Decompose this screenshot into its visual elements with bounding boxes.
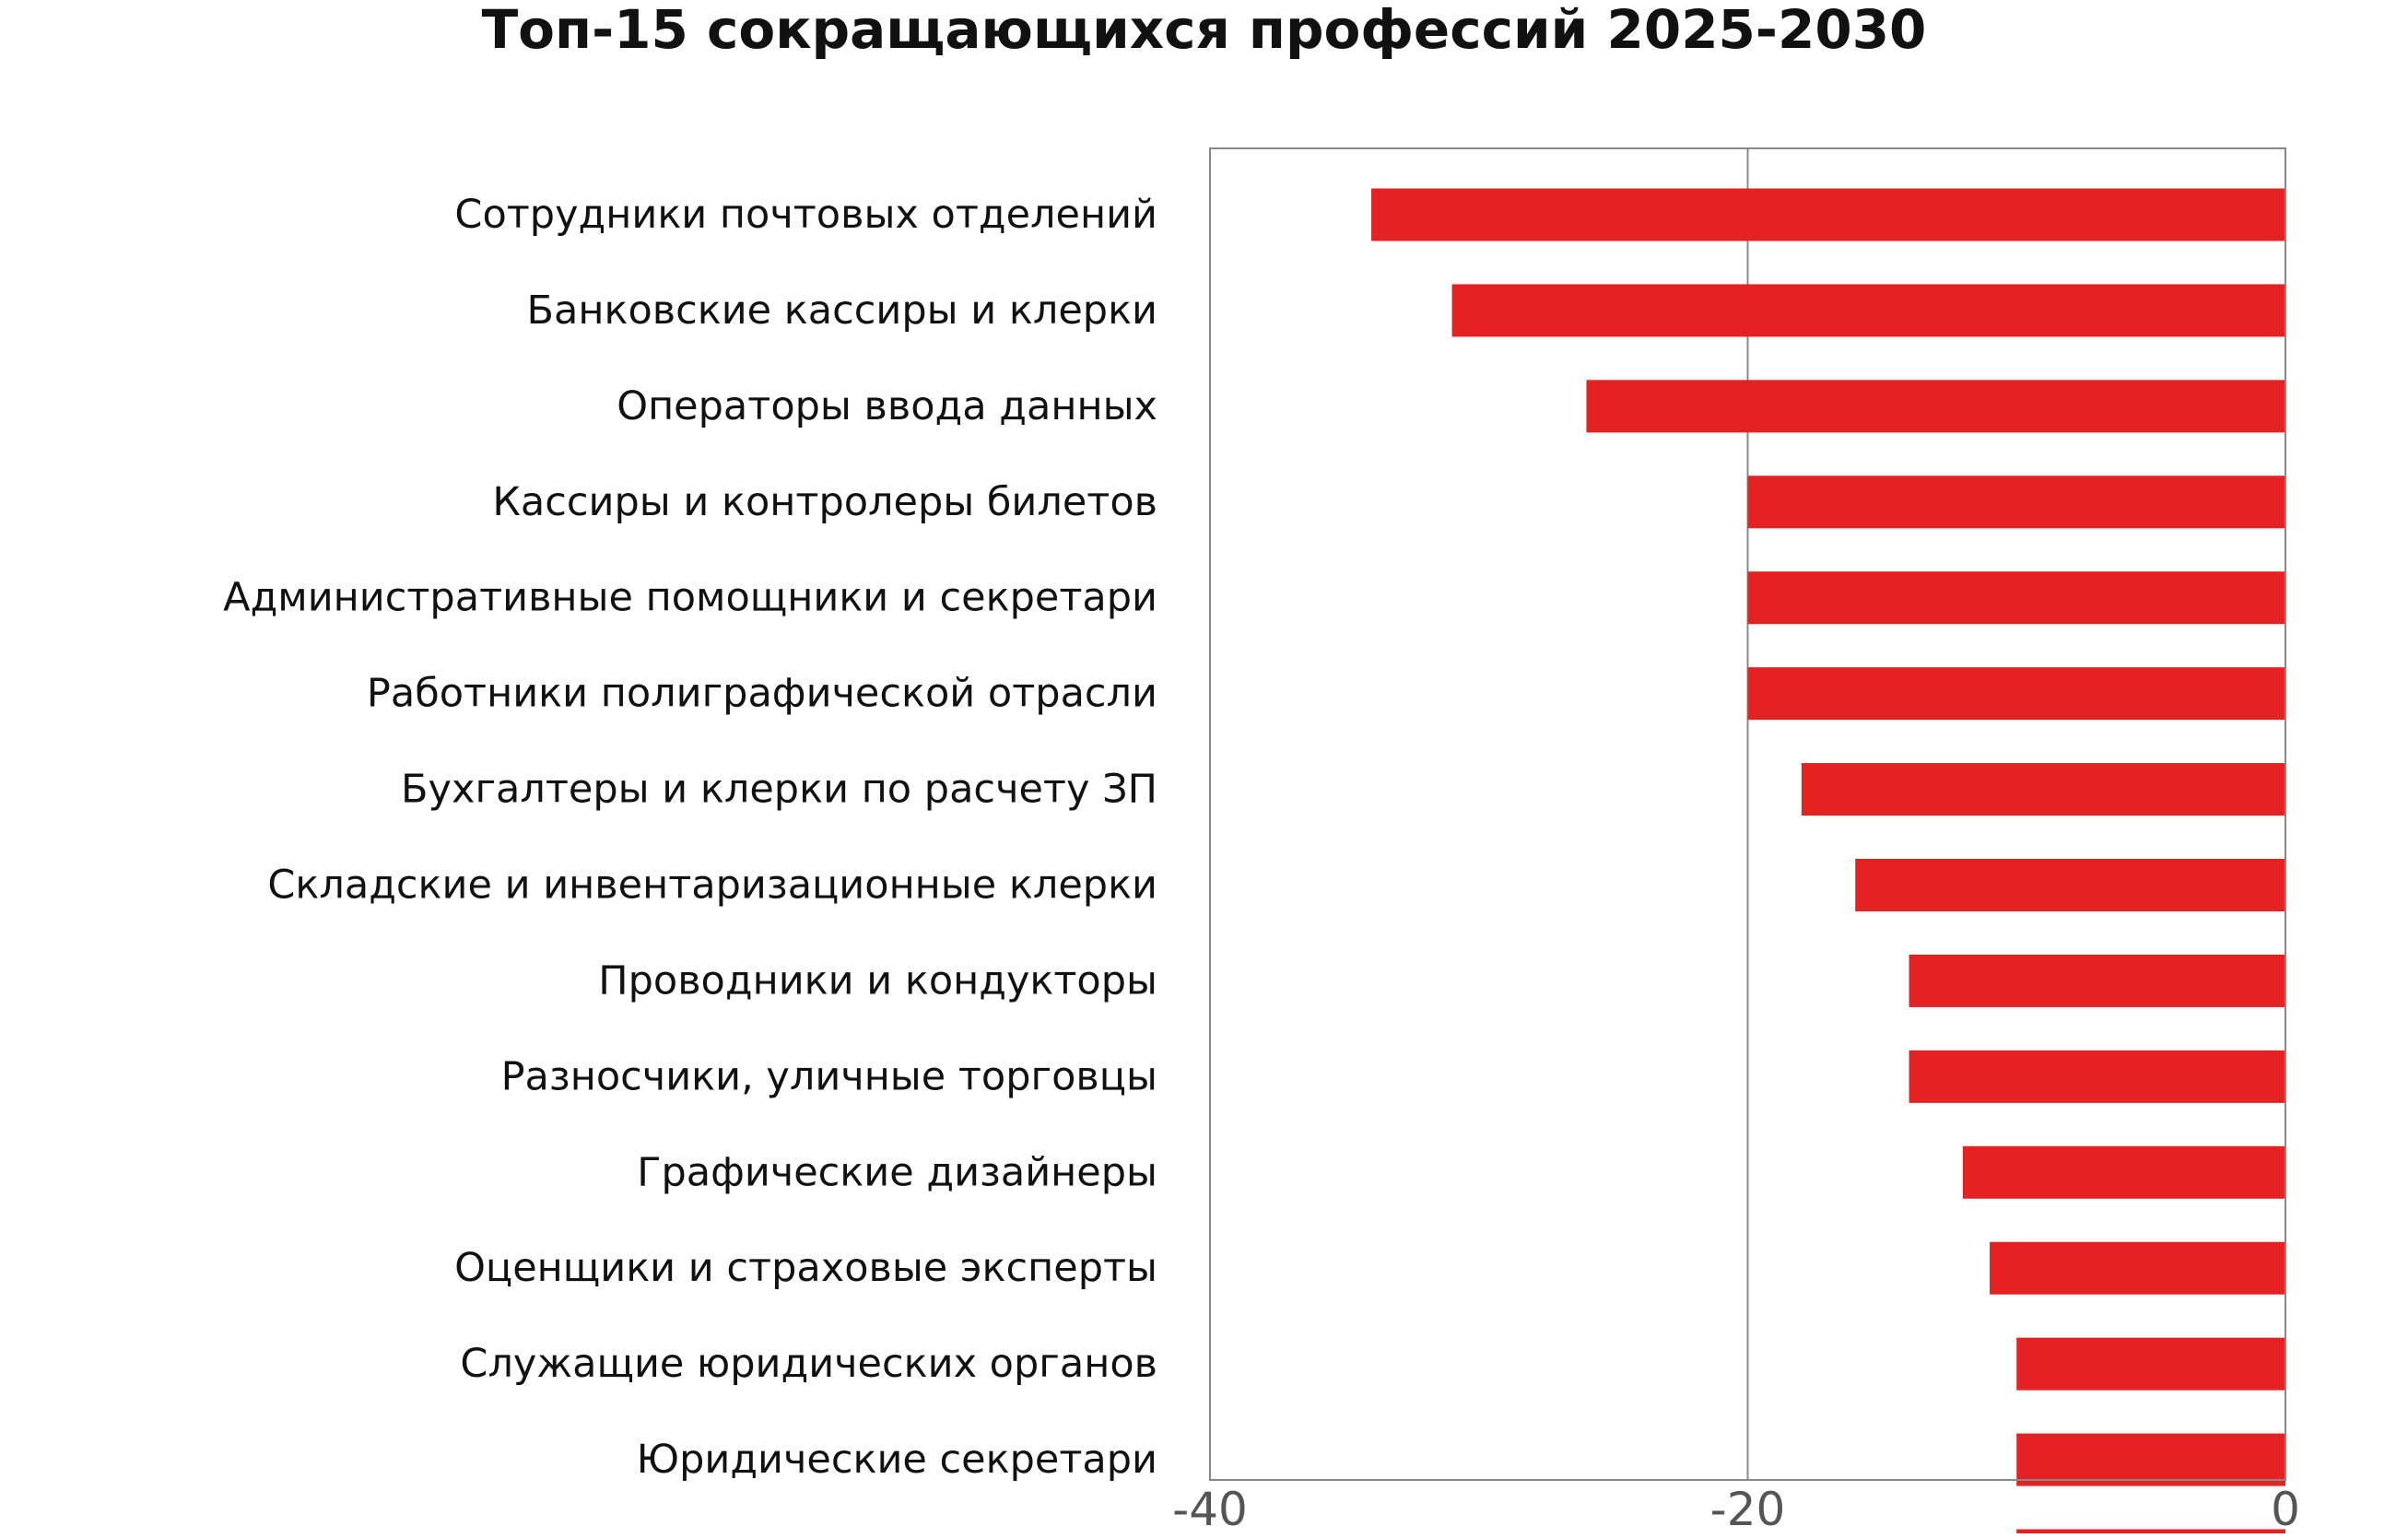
bar-9 — [1909, 1050, 2285, 1103]
bar-2 — [1586, 380, 2285, 433]
category-label-13: Юридические секретари — [637, 1437, 1157, 1483]
bar-4 — [1747, 571, 2285, 625]
category-labels: Сотрудники почтовых отделений Банковские … — [223, 192, 1157, 1538]
bar-7 — [1855, 859, 2285, 911]
category-label-4: Административные помощники и секретари — [223, 575, 1157, 621]
category-label-9: Разносчики, уличные торговцы — [501, 1053, 1157, 1099]
category-label-10: Графические дизайнеры — [637, 1149, 1157, 1195]
bars — [1371, 188, 2285, 1538]
chart-title: Топ-15 сокращающихся профессий 2025-2030 — [481, 0, 1927, 61]
bar-14 — [2016, 1529, 2285, 1538]
category-label-2: Операторы ввода данных — [617, 383, 1157, 429]
category-label-12: Служащие юридических органов — [460, 1341, 1157, 1387]
category-label-0: Сотрудники почтовых отделений — [454, 192, 1157, 238]
bar-5 — [1747, 667, 2285, 721]
bar-11 — [1990, 1241, 2285, 1295]
category-label-1: Банковские кассиры и клерки — [527, 288, 1157, 334]
bar-13 — [2016, 1433, 2285, 1486]
bar-1 — [1451, 284, 2285, 337]
category-label-8: Проводники и кондукторы — [598, 957, 1157, 1004]
bar-10 — [1962, 1145, 2285, 1199]
bar-6 — [1801, 763, 2285, 816]
category-label-6: Бухгалтеры и клерки по расчету ЗП — [401, 767, 1157, 813]
bar-3 — [1747, 475, 2285, 529]
plot-area-frame — [1209, 147, 2286, 1481]
bar-8 — [1909, 954, 2285, 1007]
category-label-3: Кассиры и контролеры билетов — [492, 479, 1157, 525]
x-tick-label-0: -40 — [1172, 1483, 1248, 1533]
x-tick-label-1: -20 — [1710, 1483, 1786, 1533]
x-axis-ticks: -40 -20 0 — [1172, 1483, 2300, 1536]
category-label-11: Оценщики и страховые эксперты — [454, 1245, 1157, 1291]
x-tick-label-2: 0 — [2271, 1483, 2300, 1533]
bar-12 — [2016, 1337, 2285, 1391]
category-label-7: Складские и инвентаризационные клерки — [267, 863, 1157, 909]
bar-0 — [1371, 188, 2285, 241]
category-label-5: Работники полиграфической отрасли — [367, 671, 1157, 717]
